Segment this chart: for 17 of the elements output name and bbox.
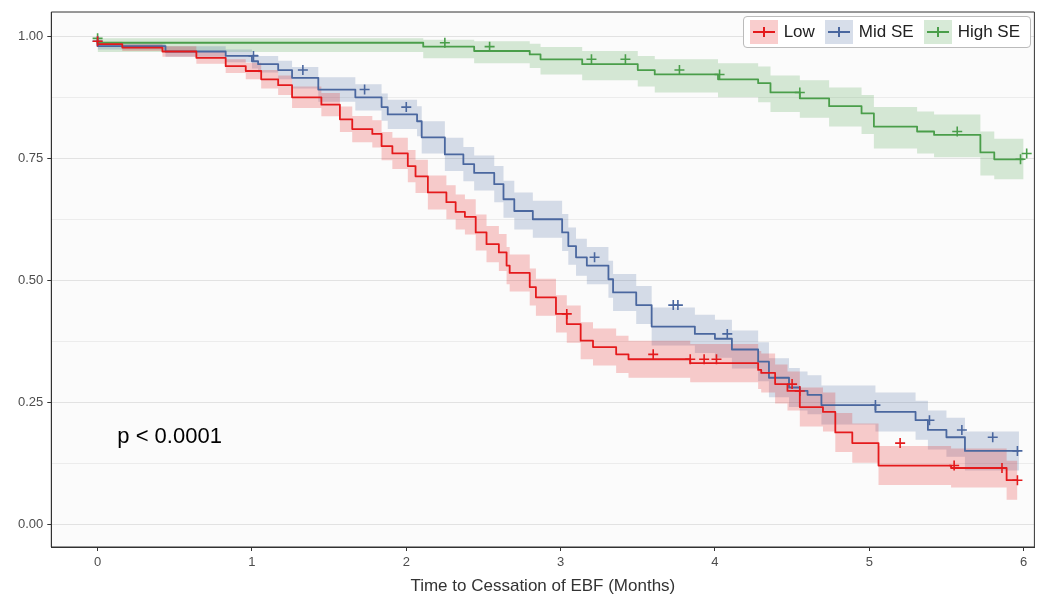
y-tick-label: 1.00 [17,27,44,43]
legend-label: Low [783,22,815,42]
legend-label: High SE [957,22,1020,42]
x-tick-label: 6 [1019,554,1028,570]
x-tick-label: 5 [865,554,873,570]
x-tick-label: 2 [402,554,410,570]
annotation: p < 0.0001 [117,423,222,448]
x-tick-label: 4 [711,554,719,570]
x-axis-title: Time to Cessation of EBF (Months) [410,576,676,596]
x-tick-label: 3 [556,554,565,570]
y-tick-label: 0.75 [17,149,44,165]
y-tick-label: 0.00 [17,515,44,531]
y-tick-label: 0.25 [17,393,44,409]
x-tick-label: 1 [248,554,256,570]
legend-label: Mid SE [858,22,914,42]
y-tick-label: 0.50 [17,271,44,287]
x-tick-label: 0 [93,554,102,570]
